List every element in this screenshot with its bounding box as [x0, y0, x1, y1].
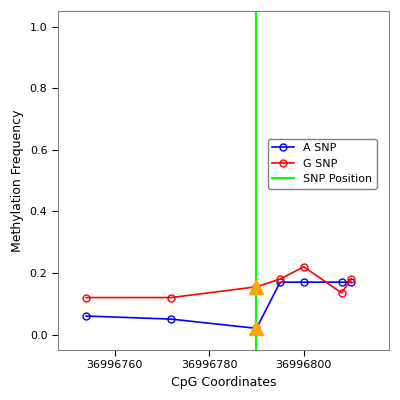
Line: G SNP: G SNP: [83, 263, 354, 301]
X-axis label: CpG Coordinates: CpG Coordinates: [171, 376, 276, 389]
G SNP: [301, 264, 306, 269]
G SNP: [349, 277, 354, 282]
A SNP: [169, 317, 174, 322]
Legend: A SNP, G SNP, SNP Position: A SNP, G SNP, SNP Position: [268, 138, 377, 188]
A SNP: [349, 280, 354, 284]
G SNP: [278, 277, 282, 282]
G SNP: [254, 284, 259, 289]
Y-axis label: Methylation Frequency: Methylation Frequency: [11, 109, 24, 252]
A SNP: [254, 326, 259, 331]
A SNP: [84, 314, 89, 318]
G SNP: [169, 295, 174, 300]
G SNP: [84, 295, 89, 300]
A SNP: [339, 280, 344, 284]
Line: A SNP: A SNP: [83, 279, 354, 332]
G SNP: [339, 290, 344, 295]
A SNP: [301, 280, 306, 284]
A SNP: [278, 280, 282, 284]
